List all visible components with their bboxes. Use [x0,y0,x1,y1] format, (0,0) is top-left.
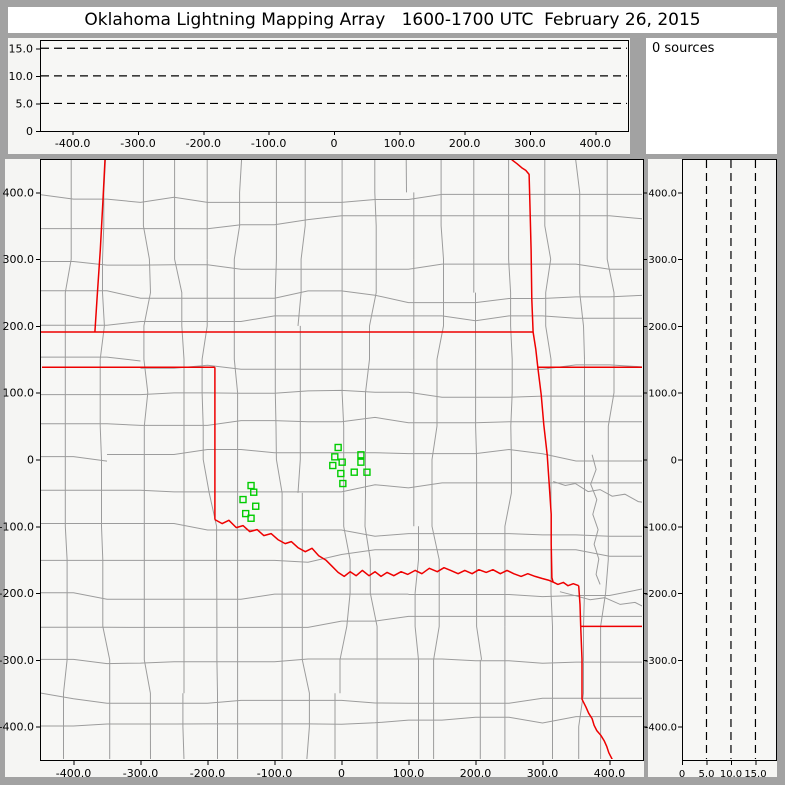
lma-station-marker [350,468,358,476]
tick-label: -100.0 [645,522,677,533]
axis-ticks [678,192,757,765]
tick-label: 300.0 [514,137,546,150]
tick-label: 5.0 [16,97,34,110]
tick-label: 300.0 [3,253,35,266]
tick-label: 400.0 [580,137,612,150]
lma-station-marker [241,509,250,518]
tick-label: -200.0 [645,589,677,600]
station-markers [239,443,371,522]
state-border-line [579,626,613,759]
plan-view-map-panel[interactable]: 400.0 300.0 200.0 100.0 0 -100.0 -200.0 -300.0 -… [0,159,648,780]
tick-label: 400.0 [3,186,35,199]
tick-label: -400.0 [56,767,91,780]
tick-label: -200.0 [186,137,221,150]
state-border-line [532,331,554,583]
tick-label: 100.0 [384,137,416,150]
altitude-ns-plot-svg: 400.0 300.0 200.0 100.0 0 -100.0 -200.0 -300.0 -… [645,159,777,780]
axis-ticks [36,192,647,765]
tick-label: -300.0 [645,656,677,667]
county-lines [41,160,642,759]
tick-label: 400.0 [648,188,677,199]
state-border-line [214,518,579,587]
altitude-ns-plot-area[interactable] [682,159,777,761]
tick-label: 200.0 [449,137,481,150]
altitude-time-panel[interactable]: 15.0 10.0 5.0 0 -400.0 -300.0 -200.0 -100.0 0 100… [8,38,630,154]
lma-station-marker [339,479,347,488]
tick-label: 100.0 [3,387,35,400]
tick-label: 100.0 [648,389,677,400]
lma-station-marker [357,458,365,466]
tick-label: 300.0 [527,767,559,780]
axis-ticks [36,48,597,135]
tick-label: 10.0 [720,769,742,780]
river-line [590,454,601,585]
altitude-time-plot-svg: 15.0 10.0 5.0 0 -400.0 -300.0 -200.0 -100.0 0 100… [9,40,629,150]
tick-label: 15.0 [744,769,766,780]
river-line [559,591,642,607]
sources-count-label: 0 sources [652,41,715,56]
tick-label: 0 [27,454,34,467]
tick-label: 100.0 [393,767,425,780]
lma-station-marker [329,461,337,470]
tick-label: -400.0 [0,721,34,734]
river-line [553,481,642,503]
river-lines [553,454,642,607]
tick-label: -400.0 [645,723,677,734]
tick-label: 300.0 [648,255,677,266]
state-border-line [94,160,106,333]
lma-station-marker [337,469,345,478]
tick-label: -300.0 [123,767,158,780]
tick-label: 10.0 [9,70,34,83]
tick-label: -300.0 [0,654,34,667]
sources-count-box: 0 sources [646,38,777,154]
state-border-line [577,585,582,627]
tick-label: 15.0 [9,42,34,55]
lma-station-marker [331,453,339,461]
state-border-line [511,160,534,333]
lma-station-marker [247,514,255,522]
tick-label: -200.0 [190,767,225,780]
lma-station-marker [357,451,365,459]
altitude-ns-gridlines [705,160,757,759]
lma-station-marker [252,502,260,510]
map-plot-svg: 400.0 300.0 200.0 100.0 0 -100.0 -200.0 -300.0 -… [0,159,647,780]
lma-station-marker [250,488,258,496]
lma-station-marker [239,495,247,504]
tick-label: 0 [671,456,677,467]
altitude-ns-panel[interactable]: 400.0 300.0 200.0 100.0 0 -100.0 -200.0 -300.0 -… [645,159,777,780]
tick-label: 0 [331,137,338,150]
tick-label: 5.0 [699,769,715,780]
tick-label: -100.0 [251,137,286,150]
tick-label: 200.0 [3,320,35,333]
tick-label: 400.0 [594,767,626,780]
lma-station-marker [338,458,346,466]
tick-label: 0 [338,767,345,780]
state-borders [41,160,642,759]
tick-label: 0 [26,125,33,138]
lma-station-marker [363,468,371,476]
tick-label: 0 [679,769,685,780]
page-title: Oklahoma Lightning Mapping Array 1600-17… [84,10,701,30]
tick-label: -200.0 [0,587,34,600]
tick-label: -100.0 [0,520,34,533]
lma-station-marker [334,443,342,452]
title-bar: Oklahoma Lightning Mapping Array 1600-17… [8,7,777,33]
tick-label: 200.0 [460,767,492,780]
tick-label: 200.0 [648,322,677,333]
tick-label: -300.0 [120,137,155,150]
tick-label: -400.0 [55,137,90,150]
altitude-time-plot-area[interactable] [40,40,629,132]
altitude-gridlines [41,47,627,105]
tick-label: -100.0 [257,767,292,780]
